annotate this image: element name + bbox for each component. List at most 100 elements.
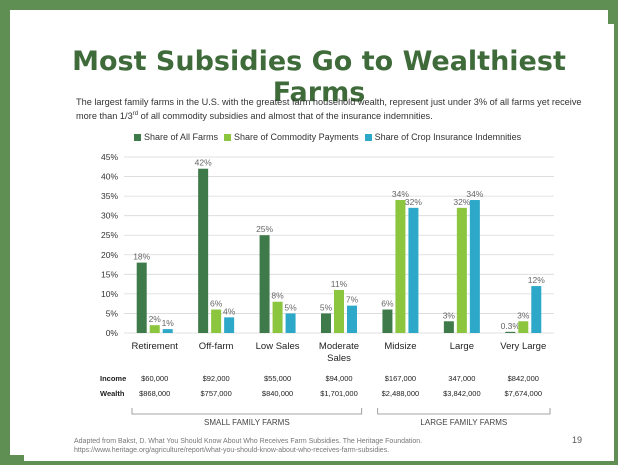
legend-label-commodity: Share of Commodity Payments [234,132,359,142]
small-family-farms-label: SMALL FAMILY FARMS [204,418,290,427]
legend-swatch-commodity [224,133,232,141]
bar-value-label: 1% [162,318,175,328]
slide-subtitle: The largest family farms in the U.S. wit… [76,96,596,122]
legend-label-all-farms: Share of All Farms [144,132,219,142]
wealth-value: $7,674,000 [505,389,543,398]
chart-legend: Share of All Farms Share of Commodity Pa… [134,132,521,142]
large-family-farms-label: LARGE FAMILY FARMS [420,418,507,427]
slide: Most Subsidies Go to Wealthiest Farms Th… [24,24,614,461]
y-tick-label: 5% [106,308,119,318]
bar-value-label: 34% [466,189,483,199]
y-tick-label: 0% [106,328,119,338]
wealth-row-label: Wealth [100,389,125,398]
bar-value-label: 12% [528,275,545,285]
bar [259,235,270,333]
large-family-farms-bracket [377,408,551,415]
x-category-label: Midsize [384,341,416,352]
bar-value-label: 5% [320,302,333,312]
wealth-value: $840,000 [262,389,293,398]
y-tick-label: 45% [101,152,118,162]
y-tick-label: 30% [101,211,118,221]
legend-swatch-insurance [364,133,372,141]
bar [198,168,209,333]
bar-value-label: 6% [381,299,394,309]
wealth-value: $757,000 [200,389,231,398]
bar [224,317,235,333]
bar-value-label: 3% [517,310,530,320]
wealth-value: $868,000 [139,389,170,398]
bar-value-label: 11% [331,279,348,289]
y-tick-label: 40% [101,172,118,182]
bar [395,200,406,333]
bar [272,301,283,333]
legend-item-commodity: Share of Commodity Payments [224,132,359,142]
bar [136,262,147,333]
bar [469,200,480,333]
bar-value-label: 5% [284,302,297,312]
bar-value-label: 32% [453,197,470,207]
y-tick-label: 20% [101,250,118,260]
bar [285,313,296,333]
bar [162,329,173,333]
y-tick-label: 10% [101,289,118,299]
x-category-label: Low Sales [256,341,300,352]
bar [211,309,222,333]
bar [505,331,516,333]
slide-title: Most Subsidies Go to Wealthiest Farms [72,46,566,108]
bar [456,207,467,333]
source-line-1: Adapted from Bakst, D. What You Should K… [74,438,423,445]
bar [531,286,542,333]
subtitle-text-1: The largest family farms in the U.S. wit… [76,97,582,122]
page-number: 19 [572,435,583,445]
bar-value-label: 6% [210,299,223,309]
bar-value-label: 0.3% [501,321,521,331]
income-value: $55,000 [264,374,291,383]
income-value: $167,000 [385,374,416,383]
x-category-label: Moderate [319,341,359,352]
income-value: 347,000 [448,374,475,383]
bar-value-label: 42% [195,158,212,168]
income-value: $842,000 [508,374,539,383]
y-tick-label: 25% [101,230,118,240]
wealth-value: $3,842,000 [443,389,481,398]
subtitle-text-2: of all commodity subsidies and almost th… [138,111,433,122]
x-category-label: Very Large [500,341,546,352]
bar [347,305,357,333]
bar-chart: 0% 5% 10% 15% 20% 25% 30% 35% 40% 45% 18% 2% 1% Retir… [100,152,554,427]
bar-value-label: 34% [392,189,409,199]
bar-value-label: 3% [443,310,456,320]
wealth-value: $2,488,000 [382,389,420,398]
legend-item-all-farms: Share of All Farms [134,132,218,142]
bar-value-label: 8% [271,291,284,301]
bar-value-label: 4% [223,306,236,316]
subtitle-superscript: rd [132,111,139,117]
bar [518,321,529,333]
x-category-label: Sales [327,353,351,364]
income-value: $60,000 [141,374,168,383]
bar-value-label: 25% [256,224,273,234]
bar-value-label: 32% [405,197,422,207]
source-footnote: Adapted from Bakst, D. What You Should K… [74,437,534,455]
source-line-2: https://www.heritage.org/agriculture/rep… [74,447,390,454]
bar [321,313,331,333]
income-row-label: Income [100,374,126,383]
wealth-value: $1,701,000 [320,389,358,398]
x-category-label: Off-farm [199,341,234,352]
bar [408,207,419,333]
legend-item-insurance: Share of Crop Insurance Indemnities [364,132,522,142]
legend-label-insurance: Share of Crop Insurance Indemnities [374,132,522,142]
bar-value-label: 18% [133,252,150,262]
bar [334,289,344,333]
income-value: $92,000 [203,374,230,383]
bar-value-label: 7% [346,295,359,305]
legend-swatch-all-farms [134,133,141,141]
x-category-label: Retirement [131,341,178,352]
bar [149,325,160,333]
x-category-label: Large [450,341,474,352]
bar [443,321,454,333]
income-value: $94,000 [325,374,352,383]
small-family-farms-bracket [131,408,363,415]
bar-value-label: 2% [149,314,162,324]
y-tick-label: 15% [101,269,118,279]
bar [382,309,393,333]
